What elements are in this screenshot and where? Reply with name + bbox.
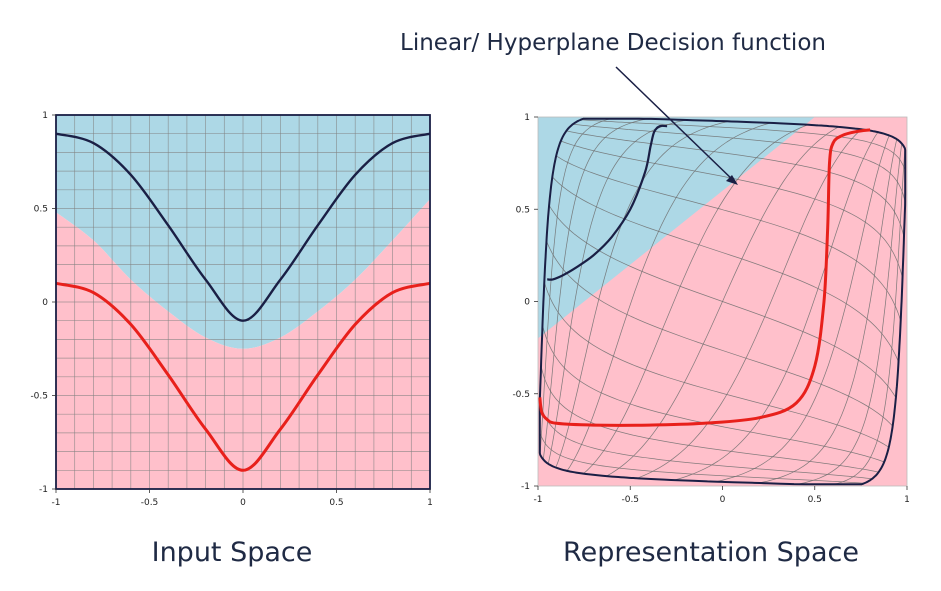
warped-grid-line [580, 119, 906, 175]
warped-grid-line [556, 155, 902, 322]
right-ytick-label: -0.5 [512, 390, 530, 400]
left-xtick-label: -1 [52, 498, 61, 508]
left-ytick-label: 1 [42, 111, 48, 121]
right-xtick-label: 1 [904, 495, 910, 505]
left-red-curve [55, 281, 431, 472]
left-dark-curve [55, 132, 431, 322]
warped-grid-line [572, 123, 906, 203]
right-ytick-label: 1 [524, 113, 530, 123]
warped-grid-line [560, 140, 903, 278]
warped-grid-line [674, 131, 879, 481]
warped-grid-line [797, 143, 903, 485]
left-ytick-label: -0.5 [30, 392, 48, 402]
left-caption: Input Space [152, 537, 313, 568]
right-caption: Representation Space [563, 537, 859, 568]
right-dark-outline [538, 117, 907, 486]
left-grid [56, 115, 430, 489]
left-ytick-label: -1 [39, 485, 48, 495]
annotation-arrow-head [726, 175, 738, 185]
warped-grid-line [830, 148, 906, 485]
right-dark-curve [547, 124, 668, 281]
left-xtick-label: 0.5 [329, 498, 343, 508]
annotation: Linear/ Hyperplane Decision function [400, 30, 826, 185]
right-xtick-label: 0.5 [808, 495, 822, 505]
left-ytick-label: 0 [42, 298, 48, 308]
right-ytick-label: -1 [521, 482, 530, 492]
right-xtick-label: 0 [720, 495, 726, 505]
warped-grid [539, 118, 906, 485]
left-axis-ticks: -1 -0.5 0 0.5 1 1 0.5 0 -0.5 -1 [30, 111, 432, 508]
warped-grid-line [636, 129, 862, 479]
left-xtick-label: 0 [240, 498, 246, 508]
right-ytick-label: 0.5 [516, 205, 530, 215]
annotation-text: Linear/ Hyperplane Decision function [400, 30, 826, 56]
warped-grid-line [716, 135, 890, 483]
annotation-arrow-line [615, 66, 737, 184]
left-ytick-label: 0.5 [34, 205, 48, 215]
right-xtick-label: -1 [534, 495, 543, 505]
warped-grid-line [552, 176, 899, 363]
right-axis-ticks: -1 -0.5 0 0.5 1 1 0.5 0 -0.5 -1 [512, 113, 909, 505]
right-ytick-label: 0 [524, 298, 530, 308]
warped-grid-line [548, 205, 897, 398]
right-red-curve [538, 128, 871, 427]
left-xtick-label: 1 [427, 498, 433, 508]
left-xtick-label: -0.5 [141, 498, 159, 508]
warped-grid-line [758, 139, 898, 484]
warped-grid-line [566, 130, 905, 238]
input-space-panel: -1 -0.5 0 0.5 1 1 0.5 0 -0.5 -1 Input Space [30, 111, 432, 568]
right-xtick-label: -0.5 [621, 495, 639, 505]
representation-space-panel: -1 -0.5 0 0.5 1 1 0.5 0 -0.5 -1 Representation Sp… [512, 113, 909, 568]
right-blue-region [538, 117, 815, 339]
